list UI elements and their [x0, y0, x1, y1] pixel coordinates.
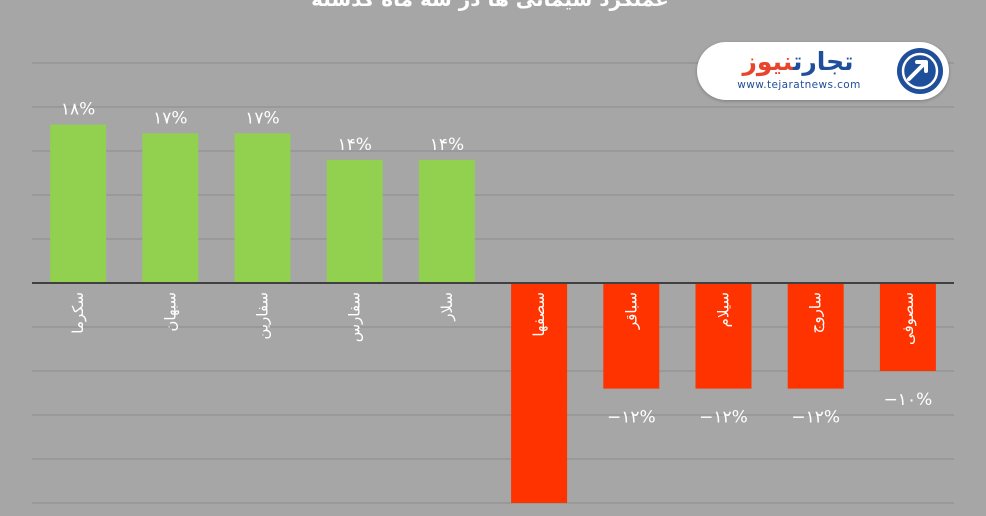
bars: [50, 124, 936, 503]
data-label: −۱۲%: [699, 408, 748, 428]
bar-6: [511, 283, 568, 503]
logo-wordmark: تجارتنیوز: [713, 46, 883, 78]
chart-title: عملکرد سیمانی ها در سه ماه گذشته: [311, 0, 669, 11]
bar-7: [603, 283, 660, 389]
data-label: ۱۸%: [61, 100, 95, 120]
data-label: −۱۲%: [791, 408, 840, 428]
data-label: ۱۷%: [153, 108, 187, 128]
category-label: سلار: [438, 292, 456, 322]
data-label: −۱۲%: [607, 408, 656, 428]
data-label: ۱۴%: [337, 135, 371, 155]
bar-labels: سکرما ۱۸% سبهان ۱۷% سفارین ۱۷% سفارس ۱۴% سلار ۱۴%…: [61, 100, 932, 428]
category-label: ساروج: [807, 292, 826, 333]
bar-9: [787, 283, 844, 389]
bar-1: [50, 124, 107, 283]
data-label: −۱۰%: [884, 390, 933, 410]
category-label: سفارین: [254, 292, 272, 340]
bar-5: [418, 159, 475, 283]
logo-word-tejarat: تجارت: [792, 47, 854, 76]
bar-2: [142, 133, 199, 283]
category-label: سفارس: [346, 292, 364, 342]
category-label: سیلام: [715, 292, 733, 327]
category-label: سصفها: [530, 292, 548, 337]
category-label: سباقر: [622, 292, 640, 330]
tejarat-news-logo: تجارتنیوز www.tejaratnews.com: [697, 42, 949, 100]
category-label: سبهان: [161, 292, 179, 332]
bar-4: [326, 159, 383, 283]
data-label: ۱۴%: [430, 135, 464, 155]
logo-word-news: نیوز: [742, 47, 793, 76]
bar-10: [879, 283, 936, 371]
logo-url: www.tejaratnews.com: [737, 79, 861, 91]
bar-8: [695, 283, 752, 389]
data-label: ۱۷%: [245, 108, 279, 128]
arrow-circle-emblem-icon: [897, 48, 943, 94]
bar-3: [234, 133, 291, 283]
category-label: سصوفی: [899, 292, 917, 345]
category-label: سکرما: [69, 292, 87, 334]
